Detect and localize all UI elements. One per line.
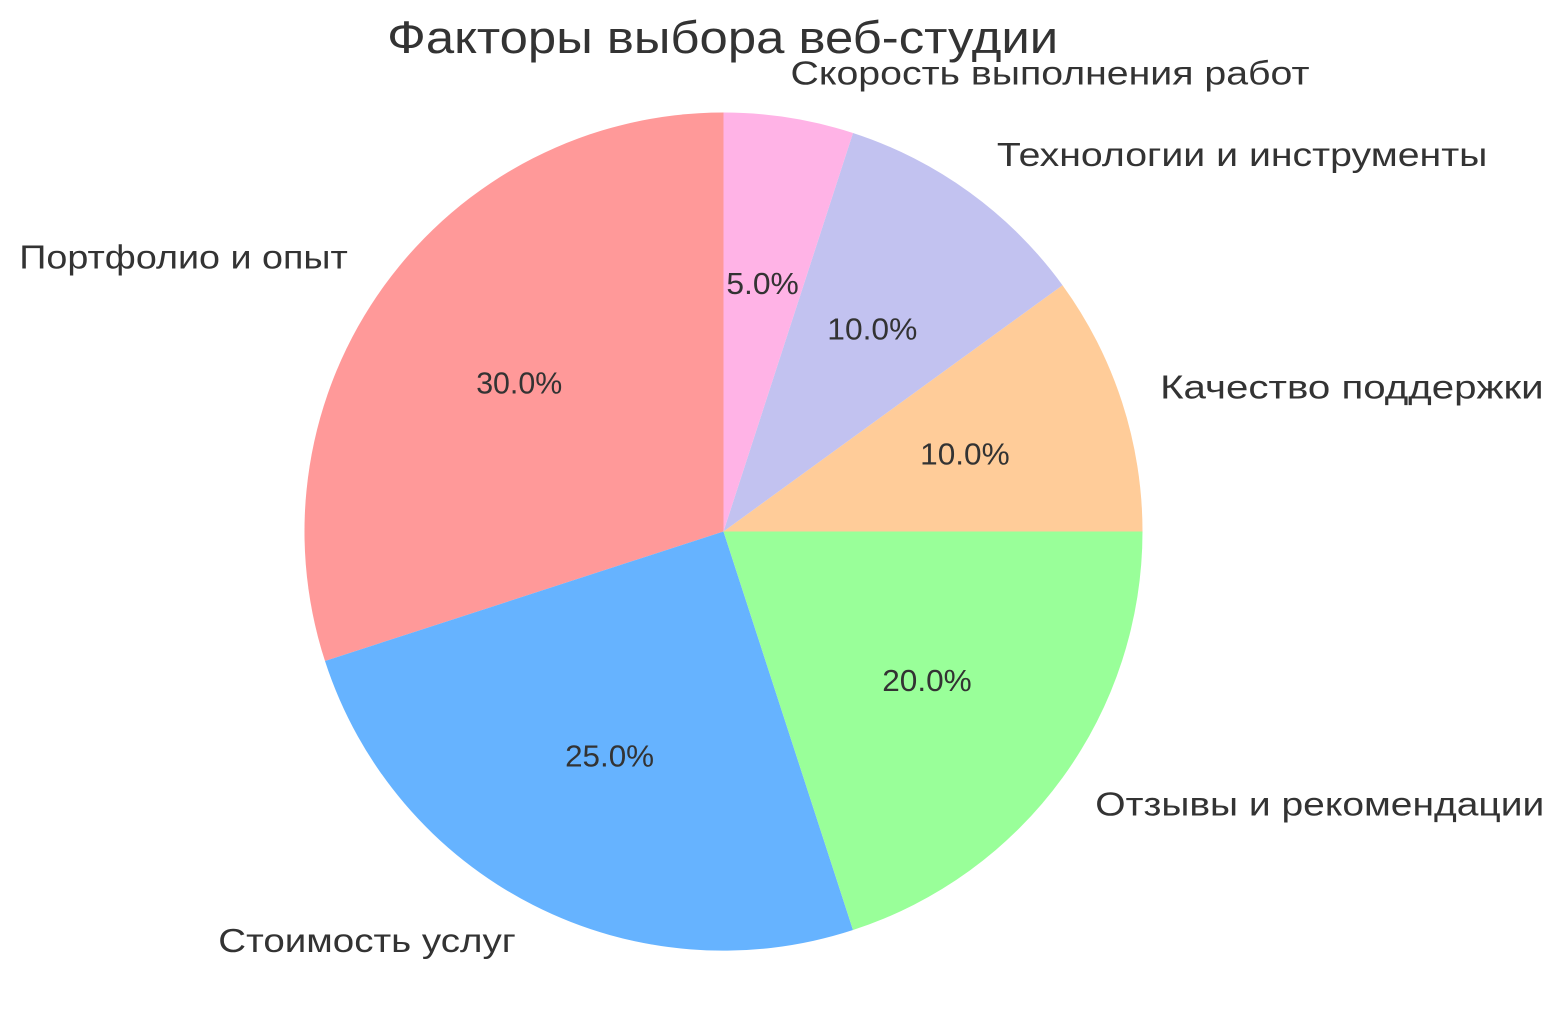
svg-text:20.0%: 20.0% bbox=[882, 664, 972, 698]
svg-text:Стоимость услуг: Стоимость услуг bbox=[218, 923, 516, 960]
svg-text:Отзывы и рекомендации: Отзывы и рекомендации bbox=[1095, 786, 1544, 823]
svg-text:5.0%: 5.0% bbox=[726, 267, 799, 301]
svg-text:Качество поддержки: Качество поддержки bbox=[1160, 369, 1544, 406]
svg-text:Технологии и инструменты: Технологии и инструменты bbox=[997, 137, 1488, 174]
svg-text:10.0%: 10.0% bbox=[827, 313, 917, 347]
svg-text:10.0%: 10.0% bbox=[920, 438, 1010, 472]
svg-text:Портфолио и опыт: Портфолио и опыт bbox=[19, 239, 348, 276]
svg-text:25.0%: 25.0% bbox=[565, 740, 654, 774]
svg-text:30.0%: 30.0% bbox=[476, 367, 562, 401]
svg-text:Скорость выполнения работ: Скорость выполнения работ bbox=[791, 55, 1310, 92]
svg-text:Факторы выбора веб-студии: Факторы выбора веб-студии bbox=[387, 12, 1058, 63]
